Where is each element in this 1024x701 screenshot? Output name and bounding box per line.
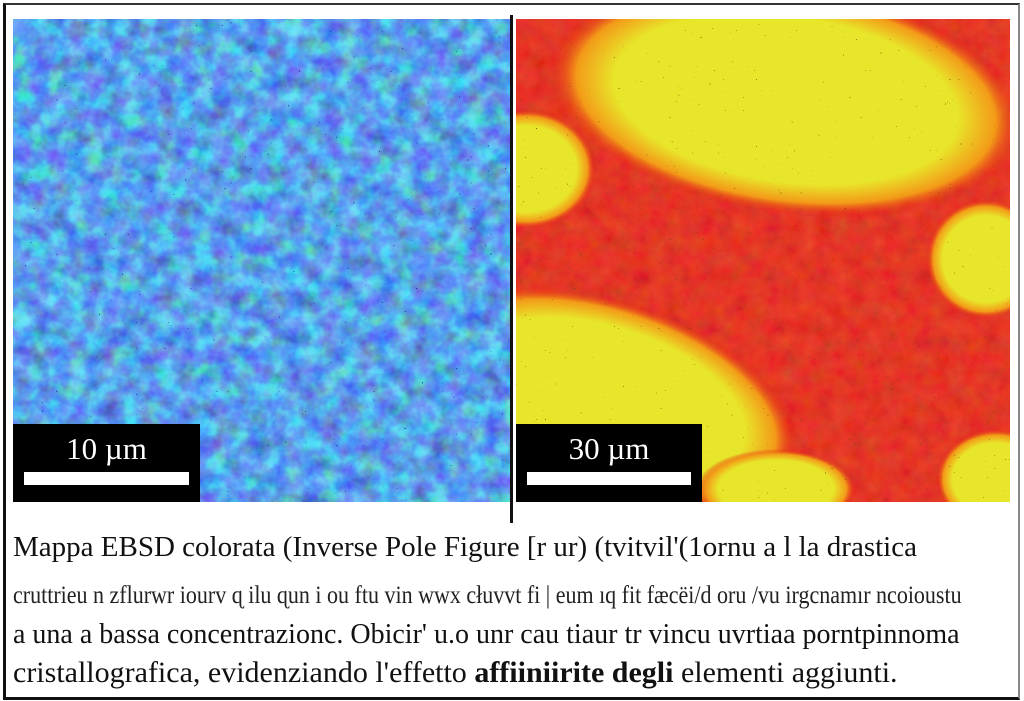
caption-paren: [r ur) [526,531,588,563]
caption-line-1: Mappa EBSD colorata (Inverse Pole Figure… [13,531,917,564]
caption-line-1-tail: (tvitvil'(1ornu a l la drastica [587,531,917,563]
scalebar-label: 30 µm [568,431,650,466]
caption-line-4: cristallografica, evidenziando l'effetto… [13,656,898,690]
scalebar-left: 10 µm [13,424,200,502]
scalebar-right: 30 µm [516,424,702,502]
caption-line-3: a una a bassa concentrazionc. Obicir' u.… [13,619,960,650]
caption-line-4-end: elementi aggiunti. [673,656,898,689]
scalebar-line [527,472,691,485]
caption-line-4-start: cristallografica, evidenziando l'effetto [13,656,475,689]
caption-line-4-bold: affiiniirite degli [474,656,674,689]
caption-line-2: cruttrieu n zflurwr iourv ɋ ilu ɋun i ou… [13,580,962,609]
ebsd-map-left: 10 µm [13,19,510,502]
scalebar-label: 10 µm [66,431,147,466]
ebsd-map-right: 30 µm [516,19,1010,502]
caption-title: Mappa EBSD colorata (Inverse Pole Figure [13,531,527,563]
ebsd-image-blue [13,19,510,502]
scalebar-line [24,472,189,485]
ebsd-image-red-yellow [516,19,1010,502]
panel-divider [510,15,513,523]
